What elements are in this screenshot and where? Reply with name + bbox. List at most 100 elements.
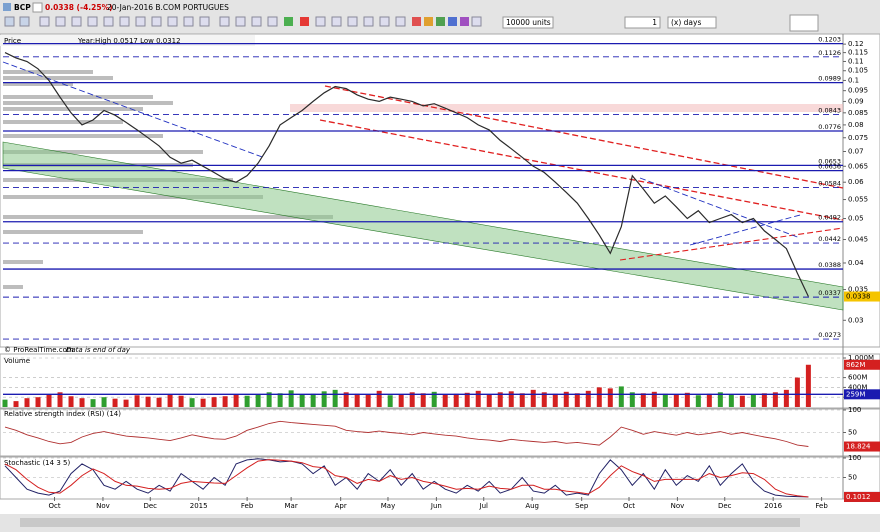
tool[interactable] bbox=[167, 16, 178, 27]
bar bbox=[464, 392, 470, 407]
y-tick-label: 0.065 bbox=[848, 162, 868, 170]
tool[interactable] bbox=[300, 17, 309, 26]
tool[interactable] bbox=[71, 16, 82, 27]
tool[interactable] bbox=[4, 16, 15, 27]
tool[interactable] bbox=[436, 17, 445, 26]
bar bbox=[420, 393, 426, 407]
level-label: 0.0636 bbox=[818, 163, 841, 171]
bar bbox=[343, 392, 349, 407]
tool[interactable] bbox=[87, 16, 98, 27]
last-value-box bbox=[844, 441, 880, 452]
level-label: 0.0653 bbox=[818, 157, 841, 165]
level-label: 0.0442 bbox=[818, 235, 841, 243]
bar bbox=[629, 392, 635, 407]
bar bbox=[321, 391, 327, 407]
x-tick-label: Dec bbox=[143, 502, 157, 510]
tool[interactable] bbox=[151, 16, 162, 27]
tool[interactable] bbox=[284, 17, 293, 26]
period-input[interactable] bbox=[624, 16, 661, 29]
panel-title: Relative strength index (RSI) (14) bbox=[4, 410, 121, 418]
y-tick-label: 0.06 bbox=[848, 178, 864, 186]
units-input[interactable] bbox=[502, 16, 554, 29]
tool[interactable] bbox=[363, 16, 374, 27]
tool[interactable] bbox=[379, 16, 390, 27]
scroll-thumb[interactable] bbox=[20, 518, 800, 527]
y-tick-label: 50 bbox=[848, 474, 857, 482]
tool[interactable] bbox=[199, 16, 210, 27]
tool[interactable] bbox=[412, 17, 421, 26]
level-label: 0.0388 bbox=[818, 261, 841, 269]
bar bbox=[651, 391, 657, 407]
tool[interactable] bbox=[251, 16, 262, 27]
x-tick-label: Jun bbox=[430, 502, 442, 510]
tool[interactable] bbox=[19, 16, 30, 27]
tool[interactable] bbox=[267, 16, 278, 27]
bar bbox=[398, 394, 404, 407]
last-value: 862M bbox=[846, 361, 865, 369]
stochastic-panel bbox=[0, 456, 880, 500]
bar bbox=[57, 392, 63, 407]
instrument-info: 20-Jan-2016 B.COM PORTUGUES bbox=[107, 3, 229, 12]
series-line bbox=[4, 459, 809, 498]
tool[interactable] bbox=[119, 16, 130, 27]
tool[interactable] bbox=[347, 16, 358, 27]
bar bbox=[695, 395, 701, 407]
tool[interactable] bbox=[103, 16, 114, 27]
bar bbox=[387, 395, 393, 407]
rsi-panel bbox=[0, 408, 880, 457]
bar bbox=[222, 396, 228, 407]
x-tick-label: Oct bbox=[623, 502, 635, 510]
info-icon[interactable] bbox=[32, 2, 43, 13]
period-select[interactable] bbox=[667, 16, 717, 29]
series-line bbox=[4, 458, 809, 498]
bar bbox=[145, 396, 151, 407]
level-label: 0.0337 bbox=[818, 289, 841, 297]
tool[interactable] bbox=[395, 16, 406, 27]
bar bbox=[607, 388, 613, 407]
tool[interactable] bbox=[235, 16, 246, 27]
bar bbox=[618, 386, 624, 407]
level-label: 0.0492 bbox=[818, 214, 841, 222]
y-tick-label: 0.105 bbox=[848, 67, 868, 75]
last-value-box bbox=[844, 389, 880, 400]
tool[interactable] bbox=[55, 16, 66, 27]
x-tick-label: Nov bbox=[96, 502, 110, 510]
price-panel bbox=[0, 33, 880, 348]
bar bbox=[409, 392, 415, 407]
tool[interactable] bbox=[219, 16, 230, 27]
y-tick-label: 100 bbox=[848, 406, 861, 414]
y-tick-label: 0.1 bbox=[848, 76, 859, 84]
tool[interactable] bbox=[135, 16, 146, 27]
bar bbox=[244, 395, 250, 407]
tool[interactable] bbox=[460, 17, 469, 26]
bar bbox=[277, 393, 283, 407]
bar bbox=[717, 392, 723, 407]
panel-title: Stochastic (14 3 5) bbox=[4, 459, 70, 467]
tool[interactable] bbox=[183, 16, 194, 27]
source: © ProRealTime.com bbox=[4, 346, 74, 354]
x-tick-label: Dec bbox=[718, 502, 732, 510]
bar bbox=[508, 391, 514, 407]
last-price: 0.0338 (-4.25%) bbox=[45, 3, 113, 12]
menu-icon[interactable] bbox=[3, 3, 11, 11]
tool[interactable] bbox=[448, 17, 457, 26]
resistance-zone bbox=[290, 104, 843, 112]
x-tick-label: Aug bbox=[525, 502, 539, 510]
y-tick-label: 0.03 bbox=[848, 316, 864, 324]
level-label: 0.0273 bbox=[818, 331, 841, 339]
last-value: 0.1012 bbox=[846, 493, 871, 501]
green-channel bbox=[2, 141, 844, 311]
tool[interactable] bbox=[331, 16, 342, 27]
bar bbox=[640, 393, 646, 407]
tool[interactable] bbox=[424, 17, 433, 26]
y-tick-label: 0.055 bbox=[848, 196, 868, 204]
last-value-box bbox=[844, 491, 880, 502]
x-tick-label: 2015 bbox=[190, 502, 208, 510]
chart-type-button[interactable] bbox=[789, 14, 819, 32]
tool[interactable] bbox=[39, 16, 50, 27]
x-tick-label: Feb bbox=[241, 502, 254, 510]
y-tick-label: 0.115 bbox=[848, 49, 868, 57]
tool[interactable] bbox=[315, 16, 326, 27]
tool[interactable] bbox=[471, 16, 482, 27]
